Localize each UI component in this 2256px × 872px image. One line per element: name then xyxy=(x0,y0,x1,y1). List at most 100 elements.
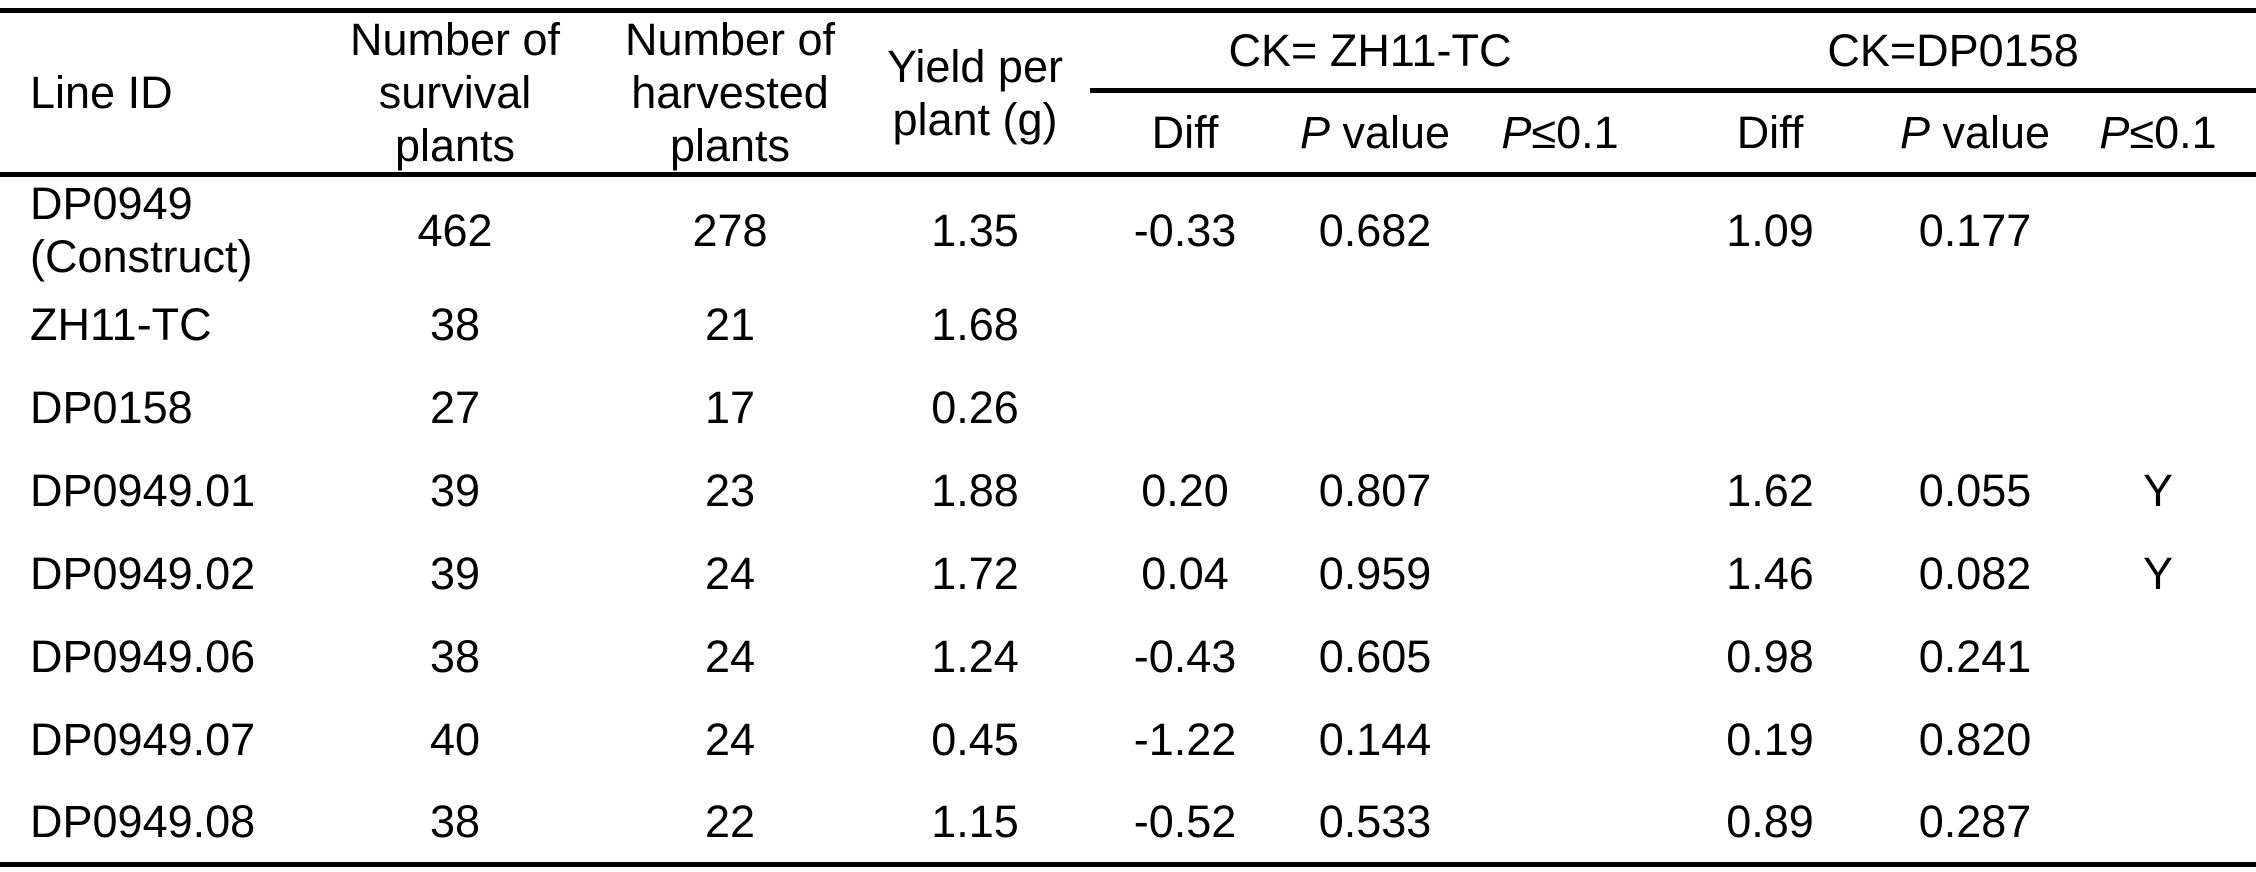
header-harvested-plants: Number of harvested plants xyxy=(600,10,860,178)
cell-harvested: 17 xyxy=(704,382,756,434)
cell-harvested: 23 xyxy=(704,465,756,517)
cell-diff-zh11 xyxy=(1090,366,1280,449)
cell-diff-zh11 xyxy=(1090,283,1280,366)
cell-diff-dp0158 xyxy=(1650,283,1890,366)
cell-sig-dp0158 xyxy=(2060,615,2256,698)
cell-yield: 1.24 xyxy=(931,631,1019,683)
p-symbol: P xyxy=(2099,107,2130,159)
p-value-label: value xyxy=(1929,107,2051,159)
group-header-ck-zh11-tc: CK= ZH11-TC xyxy=(1090,10,1651,94)
cell-p-dp0158 xyxy=(1890,366,2060,449)
table-row: DP0949.08 38 22 1.15 -0.52 0.533 0.89 0.… xyxy=(0,781,2256,864)
yield-per-plant-table: Line ID Number of survival plants Number… xyxy=(0,8,2256,867)
cell-line-id: DP0949.08 xyxy=(30,796,256,848)
cell-sig-dp0158: Y xyxy=(2143,548,2174,600)
header-survival-plants: Number of survival plants xyxy=(310,10,600,178)
cell-sig-dp0158 xyxy=(2060,781,2256,864)
cell-yield: 1.15 xyxy=(931,796,1019,848)
cell-diff-dp0158: 1.46 xyxy=(1726,548,1814,600)
cell-harvested: 24 xyxy=(704,714,756,766)
cell-p-zh11: 0.605 xyxy=(1318,631,1432,683)
cell-harvested: 24 xyxy=(704,631,756,683)
cell-line-id: DP0949.02 xyxy=(30,548,256,600)
header-p-value-zh11: P value xyxy=(1280,90,1470,178)
cell-sig-zh11 xyxy=(1470,615,1650,698)
cell-p-zh11 xyxy=(1280,366,1470,449)
cell-sig-zh11 xyxy=(1470,283,1650,366)
table-header: Line ID Number of survival plants Number… xyxy=(0,10,2256,178)
header-p-threshold-zh11: P≤0.1 xyxy=(1470,90,1651,178)
cell-sig-zh11 xyxy=(1470,781,1650,864)
cell-yield: 0.45 xyxy=(931,714,1019,766)
cell-survival: 38 xyxy=(429,796,481,848)
cell-harvested: 24 xyxy=(704,548,756,600)
p-symbol: P xyxy=(1899,107,1930,159)
cell-sig-dp0158: Y xyxy=(2143,465,2174,517)
cell-p-zh11: 0.959 xyxy=(1318,548,1432,600)
header-p-value-dp0158: P value xyxy=(1890,90,2061,178)
cell-yield: 1.35 xyxy=(931,204,1019,256)
cell-p-zh11: 0.533 xyxy=(1318,796,1432,848)
cell-harvested: 22 xyxy=(704,796,756,848)
header-diff-zh11: Diff xyxy=(1090,90,1280,178)
cell-line-id: DP0158 xyxy=(30,382,193,434)
table-row: DP0158 27 17 0.26 xyxy=(0,366,2256,449)
cell-diff-dp0158: 0.98 xyxy=(1726,631,1814,683)
p-symbol: P xyxy=(1299,107,1330,159)
table-row: DP0949.02 39 24 1.72 0.04 0.959 1.46 0.0… xyxy=(0,532,2256,615)
cell-sig-dp0158 xyxy=(2060,698,2256,781)
cell-diff-zh11: -1.22 xyxy=(1133,714,1237,766)
cell-p-dp0158: 0.287 xyxy=(1918,796,2032,848)
table-row: DP0949.06 38 24 1.24 -0.43 0.605 0.98 0.… xyxy=(0,615,2256,698)
cell-sig-dp0158 xyxy=(2060,175,2256,284)
cell-survival: 40 xyxy=(429,714,481,766)
cell-diff-zh11: 0.04 xyxy=(1141,548,1229,600)
cell-line-id: DP0949.01 xyxy=(30,465,256,517)
cell-sig-zh11 xyxy=(1470,532,1650,615)
cell-harvested: 278 xyxy=(692,204,768,256)
header-p-threshold-dp0158: P≤0.1 xyxy=(2060,90,2256,178)
cell-diff-dp0158 xyxy=(1650,366,1890,449)
p-threshold-label: ≤0.1 xyxy=(2129,107,2217,159)
cell-line-id: DP0949.06 xyxy=(30,631,256,683)
cell-diff-zh11: 0.20 xyxy=(1141,465,1229,517)
cell-sig-zh11 xyxy=(1470,366,1650,449)
cell-sig-zh11 xyxy=(1470,698,1650,781)
cell-survival: 462 xyxy=(417,204,493,256)
cell-diff-zh11: -0.43 xyxy=(1133,631,1237,683)
table-row: ZH11-TC 38 21 1.68 xyxy=(0,283,2256,366)
cell-survival: 39 xyxy=(429,465,481,517)
cell-diff-zh11: -0.33 xyxy=(1133,204,1237,256)
cell-diff-dp0158: 1.62 xyxy=(1726,465,1814,517)
table-row: DP0949.01 39 23 1.88 0.20 0.807 1.62 0.0… xyxy=(0,449,2256,532)
table-body: DP0949 (Construct) 462 278 1.35 -0.33 0.… xyxy=(0,175,2256,865)
cell-diff-dp0158: 1.09 xyxy=(1726,204,1814,256)
cell-p-dp0158: 0.820 xyxy=(1918,714,2032,766)
header-line-id: Line ID xyxy=(0,10,310,178)
cell-p-dp0158: 0.055 xyxy=(1918,465,2032,517)
p-symbol: P xyxy=(1501,107,1532,159)
group-header-row: Line ID Number of survival plants Number… xyxy=(0,10,2256,178)
cell-p-zh11: 0.682 xyxy=(1318,204,1432,256)
cell-sig-zh11 xyxy=(1470,175,1650,284)
cell-sig-dp0158 xyxy=(2060,283,2256,366)
cell-diff-dp0158: 0.19 xyxy=(1726,714,1814,766)
group-header-ck-dp0158: CK=DP0158 xyxy=(1650,10,2256,94)
cell-sig-zh11 xyxy=(1470,449,1650,532)
header-yield-per-plant: Yield per plant (g) xyxy=(860,10,1090,178)
cell-p-dp0158: 0.082 xyxy=(1918,548,2032,600)
table-row: DP0949 (Construct) 462 278 1.35 -0.33 0.… xyxy=(0,175,2256,284)
cell-p-dp0158 xyxy=(1890,283,2060,366)
table-row: DP0949.07 40 24 0.45 -1.22 0.144 0.19 0.… xyxy=(0,698,2256,781)
cell-p-zh11 xyxy=(1280,283,1470,366)
cell-sig-dp0158 xyxy=(2060,366,2256,449)
cell-p-zh11: 0.144 xyxy=(1318,714,1432,766)
p-value-label: value xyxy=(1329,107,1451,159)
cell-survival: 39 xyxy=(429,548,481,600)
header-diff-dp0158: Diff xyxy=(1650,90,1891,178)
cell-p-zh11: 0.807 xyxy=(1318,465,1432,517)
p-threshold-label: ≤0.1 xyxy=(1531,107,1619,159)
cell-diff-dp0158: 0.89 xyxy=(1726,796,1814,848)
cell-yield: 1.88 xyxy=(931,465,1019,517)
